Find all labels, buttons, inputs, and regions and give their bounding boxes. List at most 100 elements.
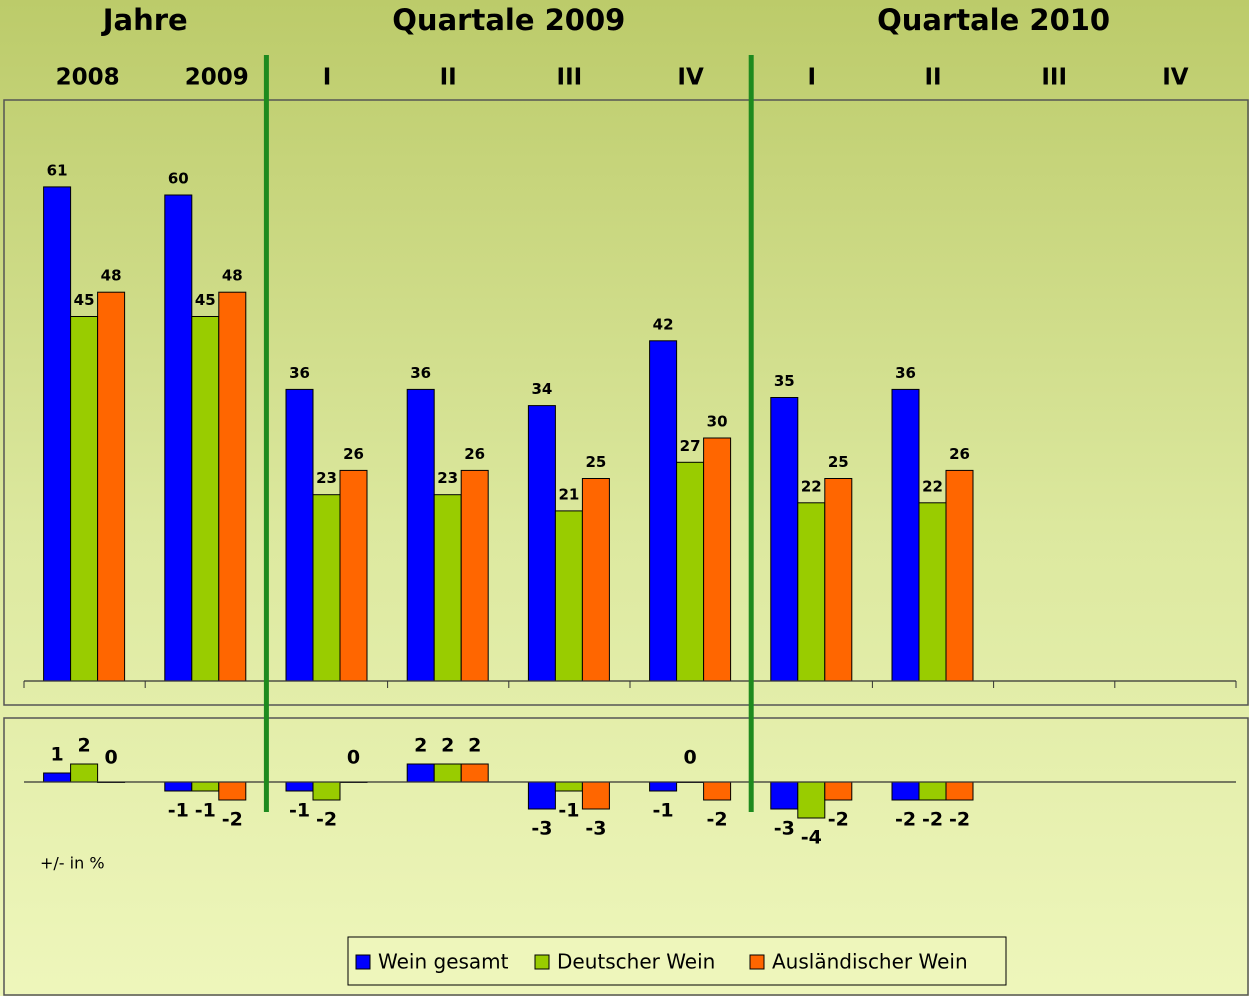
data-label: 0 [104, 747, 117, 769]
legend-box [347, 936, 1007, 986]
x-tick-label: 2009 [185, 65, 249, 91]
bar [433, 763, 462, 783]
data-label: 2 [441, 735, 454, 757]
x-tick-label: I [323, 65, 332, 91]
bar [191, 316, 220, 682]
bar [703, 781, 732, 801]
bar [891, 781, 920, 801]
bar [339, 469, 368, 682]
data-label: 35 [774, 372, 795, 390]
legend-swatch [355, 954, 371, 970]
data-label: -2 [316, 809, 337, 831]
data-label: 42 [653, 315, 674, 333]
bar [312, 494, 341, 682]
data-label: -2 [895, 809, 916, 831]
data-label: 22 [801, 477, 822, 495]
bar [406, 388, 435, 682]
data-label: -2 [222, 809, 243, 831]
bar [581, 781, 610, 810]
bar [433, 494, 462, 682]
legend-label: Ausländischer Wein [772, 950, 968, 974]
x-tick-label: IV [1162, 65, 1189, 91]
data-label: 2 [468, 735, 481, 757]
x-tick-label: IV [677, 65, 704, 91]
x-tick-label: II [440, 65, 457, 91]
bar [43, 186, 72, 682]
data-label: -3 [585, 818, 606, 840]
data-label: -1 [289, 800, 310, 822]
data-label: 30 [707, 413, 728, 431]
data-label: -3 [774, 818, 795, 840]
group-label: Jahre [101, 3, 188, 37]
bar [191, 781, 220, 792]
bar [218, 291, 247, 682]
bar [406, 763, 435, 783]
data-label: 45 [74, 291, 95, 309]
legend-swatch [534, 954, 550, 970]
data-label: 48 [222, 267, 243, 285]
x-tick-label: II [924, 65, 941, 91]
bar [918, 502, 947, 682]
x-tick-label: 2008 [56, 65, 120, 91]
data-label: 36 [895, 364, 916, 382]
data-label: 0 [347, 747, 360, 769]
data-label: -2 [707, 809, 728, 831]
data-label: 2 [414, 735, 427, 757]
legend-swatch [749, 954, 765, 970]
data-label: -1 [558, 800, 579, 822]
bar [70, 763, 99, 783]
bar [70, 316, 99, 682]
bar [460, 469, 489, 682]
bar [285, 388, 314, 682]
data-label: -2 [949, 809, 970, 831]
plot-frame-top [3, 99, 1249, 706]
bar [703, 437, 732, 682]
x-tick-label: I [808, 65, 817, 91]
data-label: 27 [680, 437, 701, 455]
bar [554, 510, 583, 682]
x-tick-label: III [557, 65, 583, 91]
data-label: -2 [828, 809, 849, 831]
plot-frame-bottom [3, 717, 1249, 996]
bar [97, 291, 126, 682]
bar [285, 781, 314, 792]
legend-label: Wein gesamt [378, 950, 509, 974]
data-label: 60 [168, 170, 189, 188]
data-label: 48 [101, 267, 122, 285]
data-label: 26 [343, 445, 364, 463]
bar [676, 461, 705, 682]
bar [312, 781, 341, 801]
data-label: -1 [195, 800, 216, 822]
data-label: -3 [531, 818, 552, 840]
data-label: 23 [316, 469, 337, 487]
group-label: Quartale 2010 [877, 3, 1110, 37]
legend-label: Deutscher Wein [557, 950, 715, 974]
data-label: 26 [464, 445, 485, 463]
data-label: 21 [558, 485, 579, 503]
bar [581, 478, 610, 682]
bar [945, 781, 974, 801]
bar [770, 397, 799, 682]
group-label: Quartale 2009 [392, 3, 625, 37]
data-label: 34 [531, 380, 552, 398]
data-label: 25 [828, 453, 849, 471]
bar [43, 772, 72, 783]
data-label: -2 [922, 809, 943, 831]
data-label: 26 [949, 445, 970, 463]
data-label: 45 [195, 291, 216, 309]
bar [891, 388, 920, 682]
bar [797, 781, 826, 819]
bar [164, 781, 193, 792]
bar [649, 781, 678, 792]
data-label: 61 [47, 161, 68, 179]
bar [554, 781, 583, 792]
bar [460, 763, 489, 783]
bar [527, 781, 556, 810]
data-label: 23 [437, 469, 458, 487]
data-label: -1 [168, 800, 189, 822]
data-label: 1 [50, 744, 63, 766]
data-label: 36 [289, 364, 310, 382]
data-label: 0 [683, 747, 696, 769]
x-tick-label: III [1041, 65, 1067, 91]
